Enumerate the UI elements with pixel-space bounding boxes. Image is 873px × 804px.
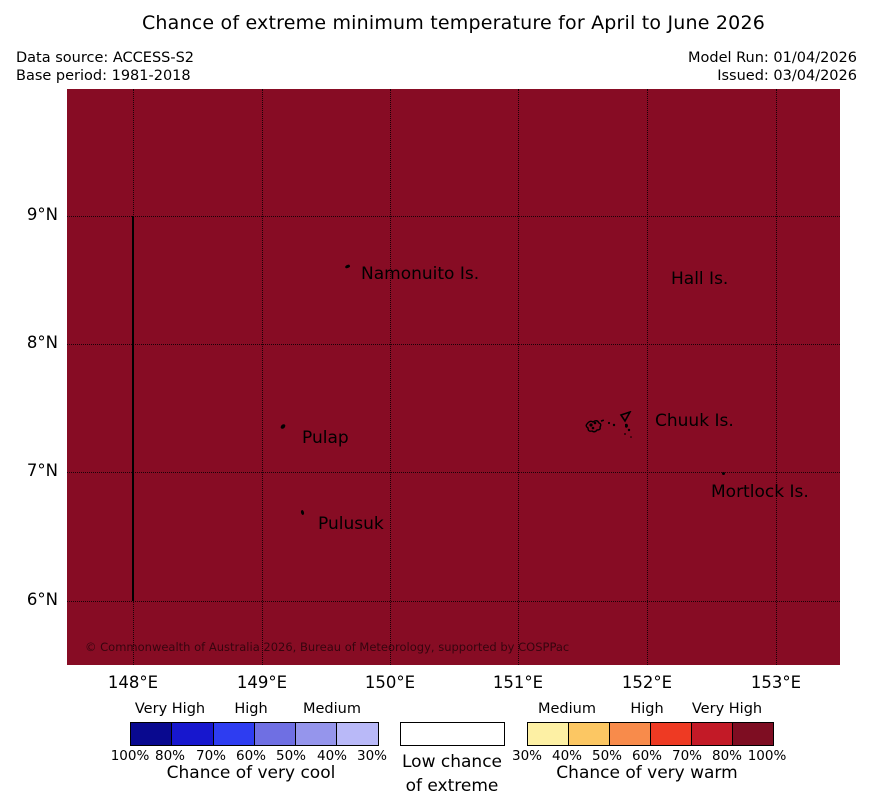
xtick-152e: 152°E [621,673,673,692]
warm-tick-30: 30% [511,748,542,764]
warm-tick-60: 60% [631,748,662,764]
xtick-148e: 148°E [107,673,159,692]
warm-tick-50: 50% [591,748,622,764]
namonuito-island-marker [344,264,351,269]
warm-tick-70: 70% [671,748,702,764]
pulusuk-island-marker [300,509,305,516]
xtick-153e: 153°E [750,673,802,692]
gridline-153e [776,89,777,665]
cool-swatch-70 [212,722,255,746]
pulap-island-marker [280,423,286,430]
map-canvas: Namonuito Is. Hall Is. Pulap Chuuk Is. M… [67,89,840,665]
gridline-150e [390,89,391,665]
ytick-7n: 7°N [26,461,58,480]
warm-swatch-30 [527,722,569,746]
cool-tick-100: 100% [110,748,150,764]
cool-swatch-60 [253,722,297,746]
low-chance-box [400,722,505,746]
cool-category-very-high: Very High [134,701,206,717]
namonuito-island-label: Namonuito Is. [361,264,480,284]
warm-caption: Chance of very warm [556,763,738,783]
cool-tick-50: 50% [275,748,306,764]
mortlock-island-label: Mortlock Is. [711,482,809,502]
page-title: Chance of extreme minimum temperature fo… [141,12,766,34]
warm-tick-100: 100% [747,748,787,764]
warm-category-high: High [630,701,664,717]
gridline-152e [647,89,648,665]
warm-swatch-100 [732,722,774,746]
header-right: Model Run: 01/04/2026 Issued: 03/04/2026 [688,50,857,85]
gridline-149e [262,89,263,665]
header-left: Data source: ACCESS-S2 Base period: 1981… [16,50,194,85]
cool-swatch-100 [130,722,173,746]
gridline-8n [67,344,840,345]
cool-swatch-50 [295,722,338,746]
cool-category-medium: Medium [303,701,361,717]
cool-swatch-80 [171,722,214,746]
warm-colorbar [527,722,774,746]
cool-tick-80: 80% [154,748,185,764]
chuuk-island-label: Chuuk Is. [655,411,734,431]
mortlock-island-marker [722,472,725,475]
warm-swatch-70 [691,722,733,746]
warm-tick-40: 40% [551,748,582,764]
cool-swatch-40 [336,722,379,746]
cool-caption: Chance of very cool [166,763,336,783]
pulap-island-label: Pulap [302,428,349,448]
cool-colorbar [130,722,379,746]
low-caption-line1: Low chance [402,752,502,772]
cool-tick-40: 40% [316,748,347,764]
chuuk-lagoon-islands-marker [585,411,632,438]
region-boundary-line [132,216,134,601]
warm-tick-80: 80% [711,748,742,764]
warm-swatch-50 [609,722,651,746]
low-caption-line2: of extreme [405,776,499,796]
copyright-text: © Commonwealth of Australia 2026, Bureau… [85,640,570,654]
gridline-9n [67,216,840,217]
gridline-6n [67,601,840,602]
cool-tick-60: 60% [235,748,266,764]
warm-swatch-40 [568,722,610,746]
xtick-151e: 151°E [492,673,544,692]
ytick-9n: 9°N [26,205,58,224]
ytick-8n: 8°N [26,333,58,352]
warm-category-very-high: Very High [691,701,763,717]
issued-text: Issued: 03/04/2026 [717,67,857,84]
data-source-text: Data source: ACCESS-S2 [16,50,195,66]
cool-tick-30: 30% [356,748,387,764]
model-run-text: Model Run: 01/04/2026 [687,50,857,66]
xtick-150e: 150°E [364,673,416,692]
ytick-6n: 6°N [26,590,58,609]
cool-tick-70: 70% [195,748,226,764]
cool-category-high: High [234,701,268,717]
xtick-149e: 149°E [236,673,288,692]
gridline-151e [518,89,519,665]
pulusuk-island-label: Pulusuk [318,514,384,534]
base-period-text: Base period: 1981-2018 [16,67,191,84]
hall-island-label: Hall Is. [671,269,729,289]
warm-swatch-60 [650,722,692,746]
warm-category-medium: Medium [538,701,596,717]
gridline-7n [67,472,840,473]
